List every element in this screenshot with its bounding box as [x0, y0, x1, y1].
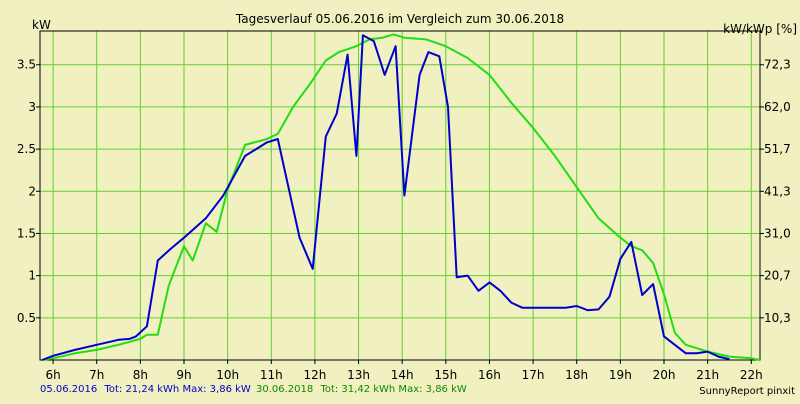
y2-tick-label: 10,3	[764, 311, 791, 325]
x-tick-label: 9h	[176, 368, 191, 382]
x-tick-label: 10h	[216, 368, 239, 382]
x-tick-label: 16h	[478, 368, 501, 382]
x-tick-label: 19h	[609, 368, 632, 382]
x-tick-label: 15h	[434, 368, 457, 382]
x-tick-label: 11h	[260, 368, 283, 382]
footer-brand: SunnyReport pinxit	[699, 386, 795, 397]
x-tick-label: 14h	[391, 368, 414, 382]
series-line-1	[41, 34, 730, 361]
footer: 05.06.2016 Tot: 21,24 kWh Max: 3,86 kW 3…	[40, 384, 795, 397]
y2-tick-label: 72,3	[764, 58, 791, 72]
y2-tick-label: 20,7	[764, 269, 791, 283]
x-tick-label: 13h	[347, 368, 370, 382]
x-tick-label: 6h	[45, 368, 60, 382]
y-tick-label: 1	[28, 269, 36, 283]
x-tick-label: 18h	[565, 368, 588, 382]
y2-tick-label: 41,3	[764, 184, 791, 198]
x-tick-label: 12h	[303, 368, 326, 382]
axes: 6h 7h 8h 9h 10h 11h 12h 13h 14h 15h 16h 17h 18h 19h 20…	[17, 58, 791, 382]
y-tick-label: 2.5	[17, 142, 36, 156]
y-axis-label: kW	[32, 18, 51, 32]
y2-tick-label: 62,0	[764, 100, 791, 114]
y2-axis-label: kW/kWp [%]	[723, 22, 797, 36]
chart-title: Tagesverlauf 05.06.2016 im Vergleich zum…	[235, 12, 564, 26]
series-line-2	[42, 33, 761, 361]
svg-text:05.06.2016 Tot: 21,24: 05.06.2016 Tot: 21,24 kWh Max: 3,86 kW 3…	[40, 384, 467, 395]
y-tick-label: 2	[28, 184, 36, 198]
footer-series1-date: 05.06.2016	[40, 384, 97, 395]
y-tick-label: 3	[28, 100, 36, 114]
footer-series2-date: 30.06.2018	[256, 384, 313, 395]
series	[41, 33, 761, 361]
x-tick-label: 22h	[740, 368, 763, 382]
footer-series1-stats: Tot: 21,24 kWh Max: 3,86 kW	[103, 384, 250, 395]
y-tick-label: 1.5	[17, 226, 36, 240]
x-tick-label: 7h	[89, 368, 104, 382]
y2-tick-label: 31,0	[764, 226, 791, 240]
x-tick-label: 21h	[696, 368, 719, 382]
y-tick-label: 3.5	[17, 58, 36, 72]
grid	[40, 31, 760, 360]
x-tick-label: 8h	[133, 368, 148, 382]
y-tick-label: 0.5	[17, 311, 36, 325]
x-tick-label: 17h	[522, 368, 545, 382]
plot-frame	[39, 30, 761, 361]
y2-tick-label: 51,7	[764, 142, 791, 156]
x-tick-label: 20h	[653, 368, 676, 382]
footer-series2-stats: Tot: 31,42 kWh Max: 3,86 kW	[319, 384, 466, 395]
